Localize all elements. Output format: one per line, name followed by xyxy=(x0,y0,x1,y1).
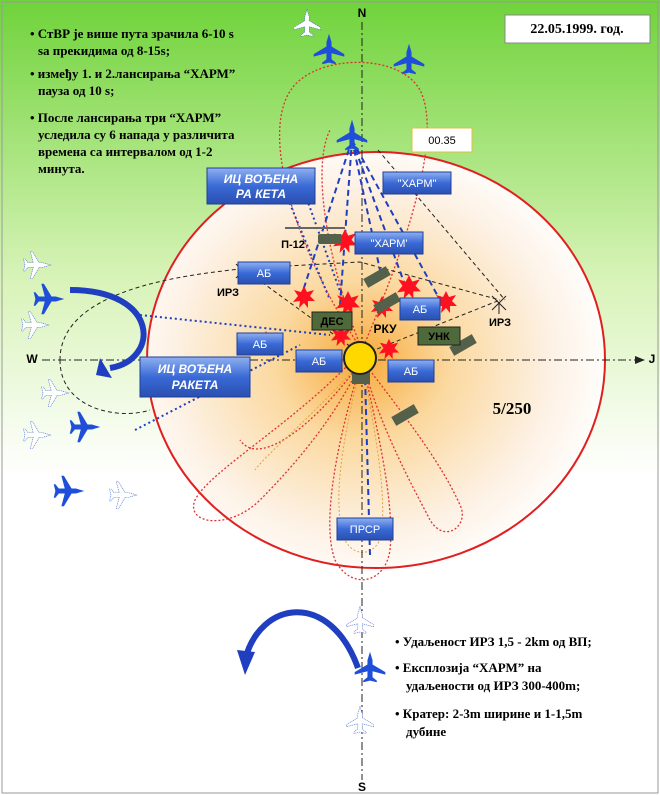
note-line: • Кратер: 2-3m ширине и 1-1,5m xyxy=(395,706,583,721)
arrowhead xyxy=(237,650,255,675)
date-box xyxy=(504,14,651,44)
time: 00.35 xyxy=(428,135,456,147)
label: ДЕС xyxy=(320,316,343,328)
label: АБ xyxy=(253,339,268,351)
label: АБ xyxy=(413,304,428,316)
label: АБ xyxy=(257,268,272,280)
label: РА КЕТА xyxy=(236,187,286,201)
label: АБ xyxy=(404,366,419,378)
axis-arrow xyxy=(635,356,645,364)
note-line: дубине xyxy=(406,724,446,739)
compass-s: S xyxy=(358,780,366,794)
date: 22.05.1999. год. xyxy=(530,22,623,37)
note-line: • После лансирања три “ХАРМ” xyxy=(30,110,221,125)
harm-box xyxy=(382,171,452,195)
black-paths xyxy=(59,149,506,414)
missile-box xyxy=(139,356,251,398)
bottom-notes: • Удаљеност ИРЗ 1,5 - 2km од ВП; • Експл… xyxy=(395,634,592,739)
time-box xyxy=(411,127,473,153)
note-line: • Експлозија “ХАРМ” на xyxy=(395,660,542,675)
compass-e: J xyxy=(649,352,656,366)
radar-lobes-inner xyxy=(254,359,384,553)
note-line: • Удаљеност ИРЗ 1,5 - 2km од ВП; xyxy=(395,634,592,649)
label: "ХАРМ" xyxy=(398,178,437,190)
label: ПРСР xyxy=(350,524,380,536)
label: ИРЗ xyxy=(489,317,511,329)
note-line: • СтВР је више пута зрачила 6-10 s xyxy=(30,26,234,41)
missile-box xyxy=(206,167,316,205)
label: РАКЕТА xyxy=(172,378,219,392)
note-line: минута. xyxy=(38,161,85,176)
note-line: удаљености од ИРЗ 300-400m; xyxy=(406,678,580,693)
des-box xyxy=(311,311,353,331)
ab-box xyxy=(295,349,343,373)
unk-box xyxy=(417,326,461,346)
label: УНК xyxy=(428,331,450,343)
note-line: • између 1. и 2.лансирања “ХАРМ” xyxy=(30,66,235,81)
compass-n: N xyxy=(358,6,367,20)
maneuver-arrows xyxy=(69,287,361,670)
ab-box xyxy=(399,297,441,321)
label: ИЦ ВОЂЕНА xyxy=(158,362,232,376)
range-label: 5/250 xyxy=(493,399,532,418)
ab-box xyxy=(387,359,435,383)
prsr-box xyxy=(336,517,394,541)
label: П-12 xyxy=(281,239,305,251)
note-line: sa прекидима од 8-15s; xyxy=(38,43,170,58)
note-line: уследила су 6 напада у различита xyxy=(38,127,235,142)
arrowhead xyxy=(96,358,112,378)
label: ИРЗ xyxy=(217,287,239,299)
top-notes: • СтВР је више пута зрачила 6-10 s sa пр… xyxy=(30,26,235,176)
note-line: времена са интервалом од 1-2 xyxy=(38,144,213,159)
label: РКУ xyxy=(373,322,397,336)
label: ИЦ ВОЂЕНА xyxy=(224,172,298,186)
label: "ХАРМ' xyxy=(370,238,407,250)
compass-w: W xyxy=(26,352,38,366)
ab-box xyxy=(237,261,291,285)
harm-box xyxy=(354,231,424,255)
ab-box xyxy=(236,332,284,356)
note-line: пауза од 10 s; xyxy=(38,83,114,98)
label: АБ xyxy=(312,356,327,368)
equipment xyxy=(318,234,477,426)
fire-control-post xyxy=(343,341,377,375)
